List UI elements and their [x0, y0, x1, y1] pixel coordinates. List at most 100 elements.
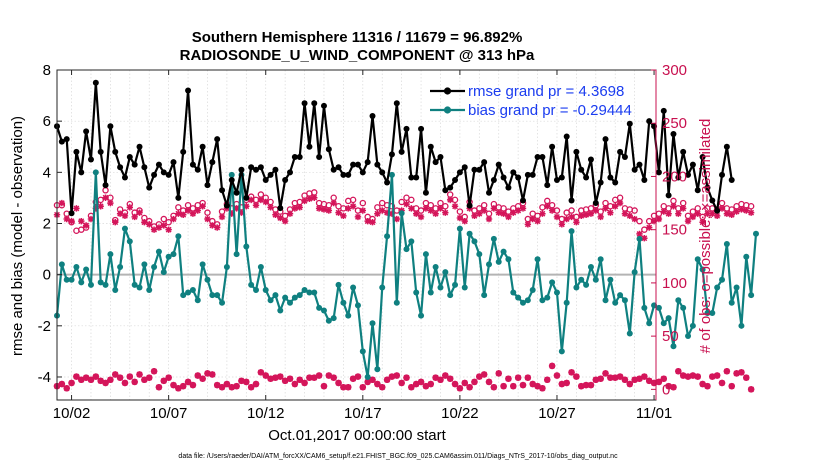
obs-assimilated-marker — [218, 213, 226, 221]
obs-assimilated-marker — [417, 378, 425, 386]
rmse-point — [626, 120, 633, 127]
obs-possible-marker — [349, 196, 357, 204]
obs-assimilated-marker — [335, 209, 342, 216]
obs-assimilated-marker — [427, 380, 434, 388]
obs-assimilated-marker — [306, 195, 313, 203]
obs-assimilated-marker — [519, 205, 527, 212]
x-tick-label: 11/01 — [636, 405, 672, 422]
obs-assimilated-marker — [247, 384, 255, 391]
rmse-point — [296, 153, 303, 160]
bias-point — [689, 322, 696, 329]
bias-point — [413, 289, 420, 296]
obs-assimilated-marker — [626, 380, 633, 388]
rmse-point — [704, 184, 711, 191]
obs-assimilated-marker — [471, 212, 478, 220]
obs-assimilated-marker — [709, 373, 716, 380]
obs-assimilated-marker — [107, 376, 114, 383]
obs-assimilated-marker — [194, 207, 201, 214]
bias-point — [388, 171, 395, 178]
obs-assimilated-marker — [597, 375, 604, 382]
bias-point — [408, 238, 415, 245]
bias-point — [534, 256, 541, 263]
bias-point — [452, 281, 459, 288]
rmse-point — [714, 207, 721, 214]
rmse-point — [180, 148, 187, 155]
rmse-point — [359, 169, 366, 176]
obs-possible-marker — [718, 199, 726, 207]
obs-assimilated-marker — [228, 384, 235, 391]
rmse-point — [364, 159, 371, 166]
obs-assimilated-marker — [383, 376, 391, 383]
bias-point — [141, 261, 148, 268]
obs-assimilated-marker — [500, 210, 507, 217]
obs-assimilated-marker — [189, 210, 197, 217]
bias-point — [573, 284, 580, 291]
obs-assimilated-marker — [340, 212, 347, 220]
bias-point — [398, 210, 405, 217]
obs-assimilated-marker — [238, 209, 245, 216]
rmse-point — [689, 161, 696, 168]
rmse-point — [685, 171, 692, 178]
rmse-point — [272, 166, 279, 173]
rmse-point — [393, 100, 400, 107]
rmse-point — [728, 177, 735, 183]
bias-point — [519, 299, 526, 306]
y-left-tick-label: 0 — [43, 267, 51, 284]
obs-assimilated-marker — [480, 207, 488, 214]
obs-assimilated-marker — [398, 379, 405, 387]
obs-assimilated-marker — [204, 370, 211, 377]
rmse-point — [719, 171, 726, 178]
obs-assimilated-marker — [689, 213, 697, 221]
obs-assimilated-marker — [213, 224, 221, 231]
rmse-point — [621, 153, 628, 160]
bias-point — [83, 266, 90, 273]
obs-assimilated-marker — [621, 376, 629, 383]
footer-data-file: data file: /Users/raeder/DAI/ATM_forcXX/… — [178, 453, 618, 460]
obs-assimilated-marker — [733, 208, 740, 215]
rmse-point — [92, 79, 99, 86]
obs-assimilated-marker — [87, 215, 95, 223]
obs-assimilated-marker — [514, 374, 522, 381]
bias-point — [612, 299, 619, 306]
bias-point — [214, 292, 221, 299]
y-axis-right-label: # of obs: o=possible; ×=assimilated — [697, 119, 714, 354]
chart-title-line2: RADIOSONDE_U_WIND_COMPONENT @ 313 hPa — [180, 47, 535, 64]
obs-assimilated-marker — [335, 379, 342, 387]
x-tick-label: 10/17 — [344, 405, 382, 422]
rmse-point — [500, 174, 507, 181]
bias-point — [267, 297, 274, 304]
obs-assimilated-marker — [582, 211, 590, 218]
rmse-point — [471, 166, 478, 173]
rmse-point — [505, 184, 512, 191]
obs-possible-marker — [631, 207, 638, 214]
bias-point — [481, 292, 488, 299]
obs-assimilated-marker — [432, 374, 439, 381]
obs-assimilated-marker — [291, 205, 299, 212]
obs-assimilated-marker — [170, 381, 177, 389]
rmse-point — [573, 148, 580, 155]
obs-possible-marker — [204, 209, 211, 216]
rmse-point — [544, 182, 551, 189]
bias-point — [257, 263, 264, 270]
bias-point — [262, 287, 269, 293]
rmse-point — [563, 133, 570, 140]
obs-possible-marker — [539, 204, 546, 211]
obs-assimilated-marker — [184, 378, 192, 386]
obs-assimilated-marker — [204, 215, 211, 223]
obs-assimilated-marker — [82, 374, 90, 381]
obs-assimilated-marker — [442, 372, 449, 379]
y-left-tick-label: -2 — [38, 318, 51, 335]
obs-assimilated-marker — [713, 212, 721, 220]
bias-point — [194, 297, 201, 304]
obs-assimilated-marker — [461, 217, 468, 225]
obs-possible-marker — [408, 196, 415, 204]
bias-point — [709, 310, 716, 317]
rmse-point — [612, 179, 619, 186]
obs-assimilated-marker — [495, 370, 502, 377]
bias-point — [524, 297, 531, 304]
bias-point — [447, 292, 454, 299]
rmse-point — [456, 169, 463, 176]
bias-point — [597, 256, 604, 263]
rmse-point — [350, 161, 357, 168]
rmse-point — [189, 161, 196, 168]
